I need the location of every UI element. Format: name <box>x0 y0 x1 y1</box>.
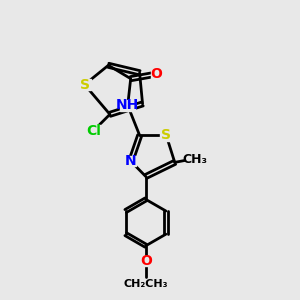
Text: S: S <box>80 78 90 92</box>
Text: N: N <box>125 154 136 168</box>
Text: NH: NH <box>116 98 139 112</box>
Bar <box>160 130 172 141</box>
Bar <box>140 256 151 266</box>
Text: Cl: Cl <box>86 124 101 138</box>
Bar <box>135 280 157 289</box>
Text: O: O <box>150 67 162 81</box>
Bar <box>186 155 204 164</box>
Text: CH₂CH₃: CH₂CH₃ <box>124 279 168 290</box>
Text: O: O <box>140 254 152 268</box>
Text: CH₃: CH₃ <box>182 153 207 166</box>
Bar <box>86 125 101 136</box>
Bar <box>125 157 136 166</box>
Bar <box>78 79 91 90</box>
Text: S: S <box>161 128 171 142</box>
Bar <box>120 100 135 111</box>
Bar <box>151 70 161 79</box>
